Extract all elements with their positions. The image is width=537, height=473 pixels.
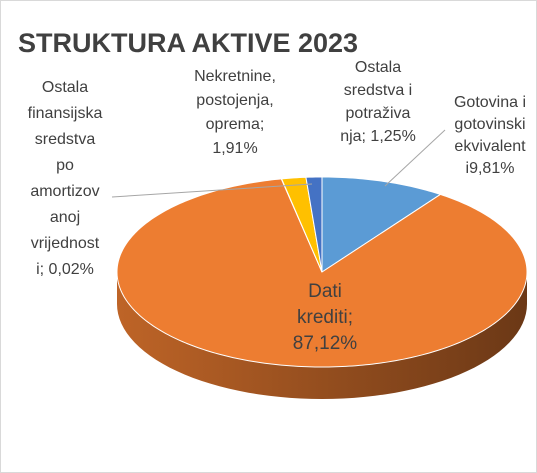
slice <box>280 176 323 273</box>
data-label: postojenja, <box>196 92 273 109</box>
data-label: Nekretnine, <box>194 68 276 85</box>
data-label: i; 0,02% <box>36 261 94 278</box>
data-label: anoj <box>50 209 80 226</box>
data-label: potraživa <box>346 105 411 122</box>
data-label: amortizov <box>30 183 99 200</box>
data-label: 1,91% <box>212 140 257 157</box>
data-label: finansijska <box>28 105 103 122</box>
data-label: Dati <box>308 281 342 302</box>
leader-line <box>384 129 446 187</box>
data-label: krediti; <box>297 307 353 328</box>
data-label: nja; 1,25% <box>340 128 416 145</box>
data-label: Ostala <box>355 59 401 76</box>
data-label: gotovinski <box>454 116 525 133</box>
leader-line <box>111 183 313 198</box>
data-label: ekvivalent <box>454 138 526 155</box>
slice-side <box>117 272 527 399</box>
slice <box>321 176 442 273</box>
data-label: sredstva i <box>344 82 412 99</box>
data-label: sredstva <box>35 131 96 148</box>
slice <box>305 176 323 273</box>
chart-title: STRUKTURA AKTIVE 2023 <box>18 28 358 58</box>
data-label: oprema; <box>206 116 265 133</box>
data-label: po <box>56 157 74 174</box>
data-label: i9,81% <box>466 160 515 177</box>
data-label: Ostala <box>42 79 88 96</box>
pie <box>116 176 528 399</box>
data-label: Gotovina i <box>454 94 526 111</box>
data-label: vrijednost <box>31 235 100 252</box>
data-labels: Gotovina i gotovinski ekvivalent i9,81% Dati… <box>28 59 526 354</box>
data-label: 87,12% <box>293 333 358 354</box>
slice <box>116 178 528 368</box>
